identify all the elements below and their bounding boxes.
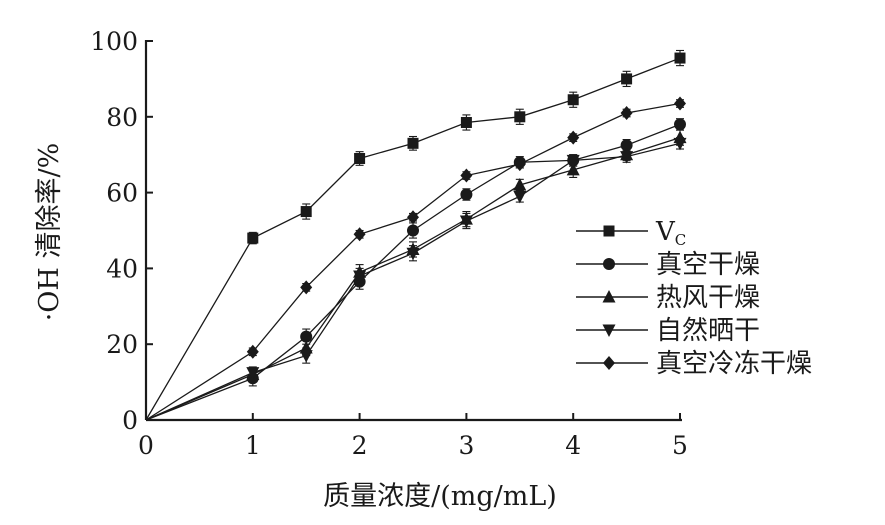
series-4 bbox=[145, 137, 687, 421]
data-point bbox=[459, 215, 473, 229]
series-line bbox=[145, 123, 681, 421]
data-point bbox=[353, 227, 366, 242]
data-point bbox=[566, 162, 580, 176]
legend-marker bbox=[603, 356, 615, 370]
data-point bbox=[460, 188, 473, 201]
legend-label: 自然晒干 bbox=[656, 316, 760, 346]
legend-item-1: VC bbox=[576, 217, 686, 249]
data-point bbox=[407, 210, 419, 225]
data-point bbox=[460, 168, 473, 183]
legend-subscript: C bbox=[675, 231, 686, 249]
data-point bbox=[673, 137, 687, 151]
data-point bbox=[247, 232, 259, 244]
data-point bbox=[354, 152, 366, 164]
legend-marker bbox=[602, 290, 616, 303]
data-point bbox=[567, 130, 580, 145]
x-axis-title: 质量浓度/(mg/mL) bbox=[323, 481, 557, 512]
y-tick-label: 100 bbox=[90, 27, 138, 56]
series-line bbox=[145, 102, 681, 421]
legend-item-4: 自然晒干 bbox=[576, 316, 760, 346]
series-layer bbox=[145, 49, 687, 421]
data-point bbox=[620, 106, 633, 121]
y-tick-label: 20 bbox=[106, 330, 138, 359]
data-point bbox=[566, 154, 580, 168]
data-point bbox=[407, 137, 419, 149]
series-2 bbox=[145, 118, 686, 421]
data-point bbox=[406, 247, 420, 261]
y-tick-label: 80 bbox=[106, 103, 138, 132]
x-tick-label: 5 bbox=[672, 431, 688, 460]
axes: 0 1 2 3 4 5 0 20 40 60 80 100 bbox=[90, 27, 688, 460]
series-1 bbox=[145, 49, 686, 421]
x-tick-label: 1 bbox=[245, 431, 261, 460]
data-point bbox=[460, 116, 472, 128]
data-point bbox=[620, 139, 633, 152]
data-point bbox=[674, 52, 686, 64]
data-point bbox=[246, 344, 259, 359]
legend-label: 真空冷冻干燥 bbox=[656, 349, 812, 379]
y-tick-label: 40 bbox=[106, 254, 138, 283]
data-point bbox=[407, 224, 419, 237]
legend-label: 真空干燥 bbox=[656, 250, 760, 280]
y-tick-label: 60 bbox=[106, 179, 138, 208]
data-point bbox=[300, 206, 312, 218]
data-point bbox=[674, 118, 686, 131]
series-line bbox=[145, 57, 681, 421]
data-point bbox=[299, 350, 313, 363]
series-3 bbox=[145, 129, 687, 421]
data-point bbox=[514, 111, 526, 123]
data-point bbox=[300, 280, 313, 295]
legend-marker bbox=[603, 225, 615, 237]
data-point bbox=[621, 73, 633, 85]
series-line bbox=[145, 137, 681, 421]
x-tick-label: 3 bbox=[458, 431, 474, 460]
legend-item-5: 真空冷冻干燥 bbox=[576, 349, 812, 379]
legend-label: 热风干燥 bbox=[656, 283, 760, 313]
data-point bbox=[300, 330, 313, 343]
data-point bbox=[674, 96, 686, 111]
y-tick-label: 0 bbox=[122, 406, 138, 435]
data-point bbox=[513, 178, 527, 191]
data-point bbox=[353, 270, 367, 283]
legend-item-3: 热风干燥 bbox=[576, 283, 760, 313]
legend-marker bbox=[603, 258, 615, 270]
data-point bbox=[513, 157, 526, 172]
series-line bbox=[145, 142, 681, 421]
x-tick-label: 0 bbox=[138, 431, 154, 460]
data-point bbox=[620, 151, 634, 164]
data-point bbox=[513, 190, 527, 204]
x-tick-label: 2 bbox=[352, 431, 368, 460]
x-tick-label: 4 bbox=[565, 431, 581, 460]
legend-label: VC bbox=[655, 217, 686, 249]
y-axis-title: ·OH 清除率/% bbox=[34, 143, 65, 322]
series-5 bbox=[145, 96, 686, 421]
legend-item-2: 真空干燥 bbox=[576, 250, 760, 280]
data-point bbox=[567, 94, 579, 106]
data-point bbox=[246, 367, 260, 380]
legend-marker bbox=[602, 324, 616, 337]
